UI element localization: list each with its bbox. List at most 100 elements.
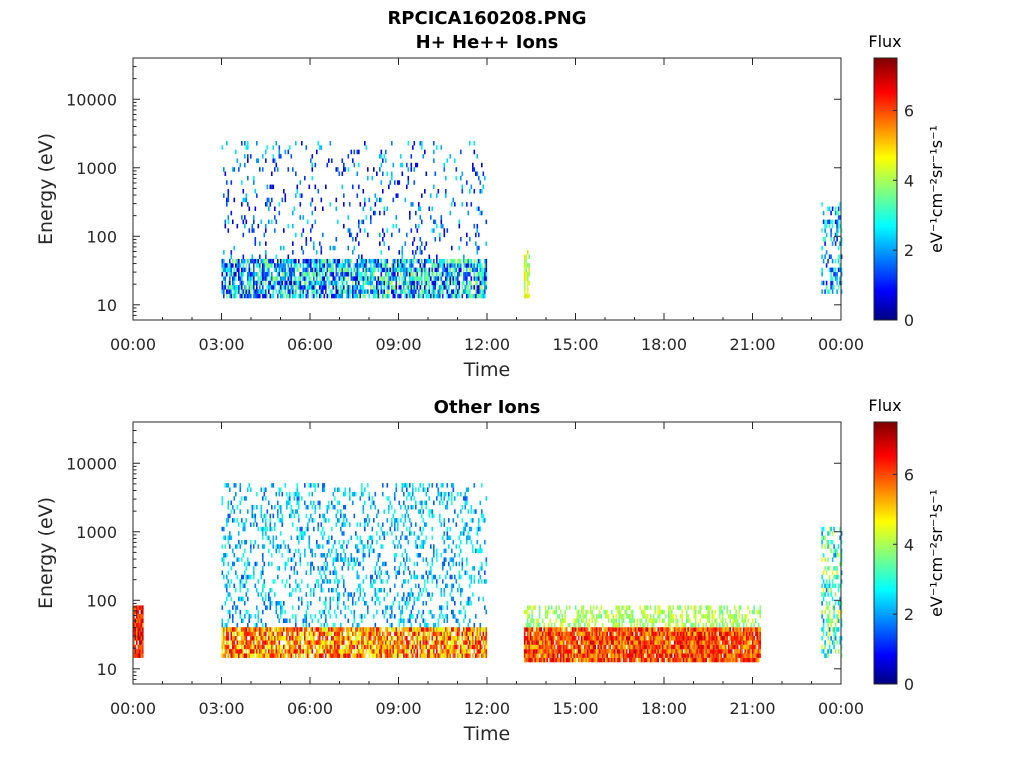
- flux-cell: [227, 285, 230, 290]
- flux-cell: [277, 631, 279, 637]
- flux-cell: [302, 644, 305, 650]
- flux-cell: [293, 636, 296, 641]
- flux-cell: [290, 653, 293, 658]
- flux-cell: [358, 241, 360, 246]
- flux-cell: [594, 640, 596, 645]
- flux-cell: [305, 289, 308, 294]
- flux-cell: [290, 636, 293, 641]
- flux-cell: [595, 640, 598, 645]
- flux-cell: [311, 162, 314, 168]
- flux-cell: [269, 653, 272, 658]
- flux-cell: [463, 605, 465, 610]
- flux-cell: [335, 644, 338, 650]
- flux-cell: [311, 627, 314, 632]
- flux-cell: [340, 526, 342, 532]
- flux-cell: [298, 644, 300, 650]
- flux-cell: [404, 483, 407, 488]
- flux-cell: [361, 631, 363, 637]
- flux-cell: [310, 566, 312, 571]
- flux-cell: [298, 605, 300, 610]
- flux-cell: [427, 280, 429, 286]
- flux-cell: [523, 640, 526, 645]
- flux-cell: [425, 280, 428, 286]
- flux-cell: [137, 653, 140, 658]
- flux-cell: [544, 636, 547, 641]
- flux-cell: [317, 267, 320, 273]
- flux-cell: [367, 175, 369, 181]
- flux-cell: [245, 631, 248, 637]
- flux-cell: [362, 491, 365, 497]
- flux-cell: [223, 263, 225, 268]
- flux-cell: [232, 627, 234, 632]
- flux-cell: [538, 640, 541, 645]
- flux-cell: [250, 272, 252, 277]
- flux-cell: [329, 202, 332, 207]
- flux-cell: [395, 574, 398, 580]
- flux-cell: [564, 627, 566, 632]
- flux-cell: [311, 289, 314, 294]
- flux-cell: [305, 513, 308, 519]
- flux-cell: [466, 232, 468, 238]
- flux-cell: [481, 509, 483, 514]
- flux-cell: [422, 539, 425, 545]
- flux-cell: [233, 583, 236, 589]
- flux-cell: [424, 487, 426, 492]
- flux-cell: [302, 649, 305, 654]
- flux-cell: [277, 566, 279, 571]
- flux-cell: [385, 158, 387, 163]
- flux-cell: [224, 171, 227, 176]
- flux-cell: [421, 276, 423, 281]
- flux-cell: [317, 141, 320, 146]
- flux-cell: [235, 649, 237, 654]
- flux-cell: [821, 272, 823, 277]
- flux-cell: [398, 263, 401, 268]
- flux-cell: [338, 171, 341, 176]
- flux-cell: [409, 570, 411, 575]
- flux-cell: [329, 614, 332, 619]
- flux-cell: [622, 644, 625, 650]
- flux-cell: [837, 254, 840, 259]
- flux-cell: [633, 627, 635, 632]
- flux-cell: [422, 509, 425, 514]
- flux-cell: [290, 557, 293, 562]
- flux-cell: [451, 649, 453, 654]
- flux-cell: [395, 627, 398, 632]
- flux-cell: [226, 553, 228, 558]
- flux-cell: [589, 636, 592, 641]
- flux-cell: [223, 644, 225, 650]
- flux-cell: [386, 518, 389, 523]
- flux-cell: [349, 649, 351, 654]
- flux-cell: [633, 636, 635, 641]
- flux-cell: [305, 293, 308, 299]
- flux-cell: [541, 631, 544, 637]
- flux-cell: [403, 280, 405, 286]
- flux-cell: [526, 657, 529, 663]
- flux-cell: [485, 276, 488, 281]
- flux-cell: [265, 596, 267, 602]
- flux-cell: [233, 280, 236, 286]
- flux-cell: [337, 636, 339, 641]
- flux-cell: [284, 627, 287, 632]
- flux-cell: [526, 250, 529, 255]
- flux-cell: [328, 631, 330, 637]
- flux-cell: [376, 539, 378, 545]
- flux-cell: [367, 644, 369, 650]
- flux-cell: [310, 627, 312, 632]
- flux-cell: [469, 649, 471, 654]
- flux-cell: [328, 644, 330, 650]
- flux-cell: [565, 653, 568, 658]
- flux-cell: [269, 627, 272, 632]
- flux-cell: [469, 583, 471, 589]
- flux-cell: [341, 522, 344, 527]
- flux-cell: [403, 596, 405, 602]
- flux-cell: [428, 496, 431, 501]
- flux-cell: [840, 254, 843, 259]
- flux-cell: [338, 263, 341, 268]
- flux-cell: [265, 293, 267, 299]
- flux-cell: [391, 141, 393, 146]
- flux-cell: [412, 280, 414, 286]
- flux-cell: [239, 293, 242, 299]
- flux-cell: [373, 276, 375, 281]
- flux-cell: [425, 171, 428, 176]
- flux-cell: [470, 574, 473, 580]
